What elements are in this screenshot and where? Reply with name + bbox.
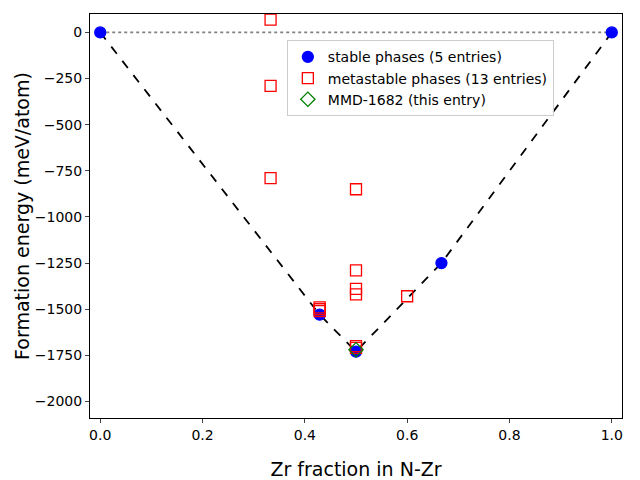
svg-text:metastable phases (13 entries): metastable phases (13 entries) <box>328 71 547 87</box>
svg-text:0.0: 0.0 <box>89 427 111 443</box>
svg-text:−750: −750 <box>44 163 82 179</box>
svg-text:0.6: 0.6 <box>396 427 418 443</box>
svg-text:−2000: −2000 <box>35 393 82 409</box>
svg-text:Formation energy (meV/atom): Formation energy (meV/atom) <box>11 72 33 360</box>
svg-text:−1250: −1250 <box>35 255 82 271</box>
svg-text:0.4: 0.4 <box>294 427 316 443</box>
svg-text:0.8: 0.8 <box>498 427 520 443</box>
svg-text:stable phases (5 entries): stable phases (5 entries) <box>328 49 502 65</box>
svg-text:−1500: −1500 <box>35 301 82 317</box>
svg-text:0: 0 <box>73 24 82 40</box>
svg-text:−500: −500 <box>44 117 82 133</box>
svg-text:−1750: −1750 <box>35 347 82 363</box>
svg-text:0.2: 0.2 <box>191 427 213 443</box>
svg-text:−1000: −1000 <box>35 209 82 225</box>
svg-text:1.0: 1.0 <box>601 427 623 443</box>
svg-text:MMD-1682 (this entry): MMD-1682 (this entry) <box>328 92 486 108</box>
svg-text:−250: −250 <box>44 70 82 86</box>
svg-text:Zr fraction in N-Zr: Zr fraction in N-Zr <box>270 458 441 480</box>
